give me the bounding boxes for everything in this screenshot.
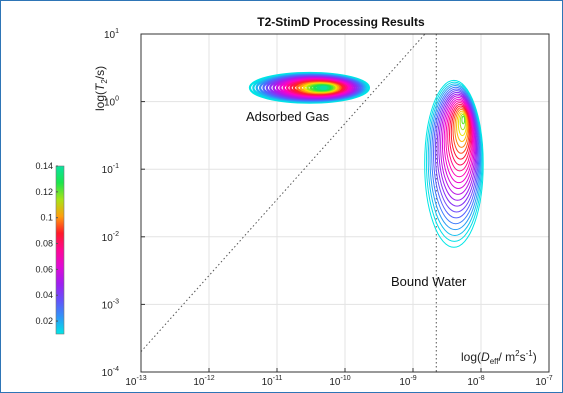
colorbar-tick-label: 0.02 <box>35 316 53 326</box>
colorbar-bar <box>55 165 65 335</box>
x-tick-label: 10-8 <box>467 375 484 388</box>
y-axis-label: log(T2/s) <box>93 66 109 111</box>
y-tick-label: 100 <box>104 96 119 109</box>
contour-layer <box>248 71 484 248</box>
contour-level <box>425 81 483 242</box>
contour-level <box>459 114 466 131</box>
x-tick-label: 10-7 <box>535 375 552 388</box>
x-tick-label: 10-10 <box>329 375 350 388</box>
contour-level <box>445 100 474 178</box>
x-axis-label: log(Deff/ m2s-1) <box>461 349 537 366</box>
colorbar-tick-label: 0.1 <box>40 213 53 223</box>
contour-level <box>456 110 468 142</box>
diagonal-reference-line <box>140 33 426 352</box>
y-tick-label: 10-4 <box>102 366 119 379</box>
y-tick-label: 10-2 <box>102 231 119 244</box>
x-tick-labels: 10-13 10-12 10-11 10-10 10-9 10-8 10-7 <box>125 368 553 388</box>
colorbar-tick-label: 0.06 <box>35 264 53 274</box>
contour-level <box>457 112 467 137</box>
contour-level <box>436 91 478 207</box>
contour-level <box>441 96 475 189</box>
colorbar-tick-label: 0.04 <box>35 290 53 300</box>
contour-level <box>440 95 476 195</box>
contour-level <box>438 93 477 201</box>
y-tick-label: 10-1 <box>102 163 119 176</box>
contour-level <box>461 115 466 125</box>
x-tick-label: 10-11 <box>262 375 283 388</box>
y-tick-label: 101 <box>104 28 119 41</box>
y-tick-labels: 10-4 10-3 10-2 10-1 100 101 <box>102 28 145 379</box>
colorbar-tick-label: 0.08 <box>35 239 53 249</box>
contour-level <box>429 85 482 231</box>
contour-level <box>454 108 469 148</box>
contour-level <box>449 103 472 166</box>
y-tick-label: 10-3 <box>102 298 119 311</box>
contour-level <box>427 83 482 237</box>
x-tick-label: 10-12 <box>193 375 214 388</box>
contour-level <box>431 86 481 225</box>
colorbar: 0.14 0.12 0.1 0.08 0.06 0.04 0.02 <box>35 161 65 335</box>
x-tick-label: 10-9 <box>399 375 416 388</box>
contour-level <box>447 102 473 172</box>
contour-level <box>443 98 474 184</box>
contour-level <box>452 107 470 154</box>
colorbar-tick-label: 0.14 <box>35 161 53 171</box>
contour-level <box>434 90 479 213</box>
colorbar-tick-label: 0.12 <box>35 187 53 197</box>
annotation-adsorbed-gas: Adsorbed Gas <box>246 109 330 124</box>
x-tick-label: 10-13 <box>125 375 146 388</box>
contour-bound-water <box>424 79 484 248</box>
annotation-bound-water: Bound Water <box>391 274 467 289</box>
contour-level <box>424 79 484 248</box>
contour-level <box>319 85 328 90</box>
reference-lines <box>140 33 437 372</box>
chart-title: T2-StimD Processing Results <box>257 15 425 29</box>
contour-adsorbed-gas <box>248 71 371 104</box>
contour-level <box>433 88 480 219</box>
contour-level <box>450 105 471 160</box>
